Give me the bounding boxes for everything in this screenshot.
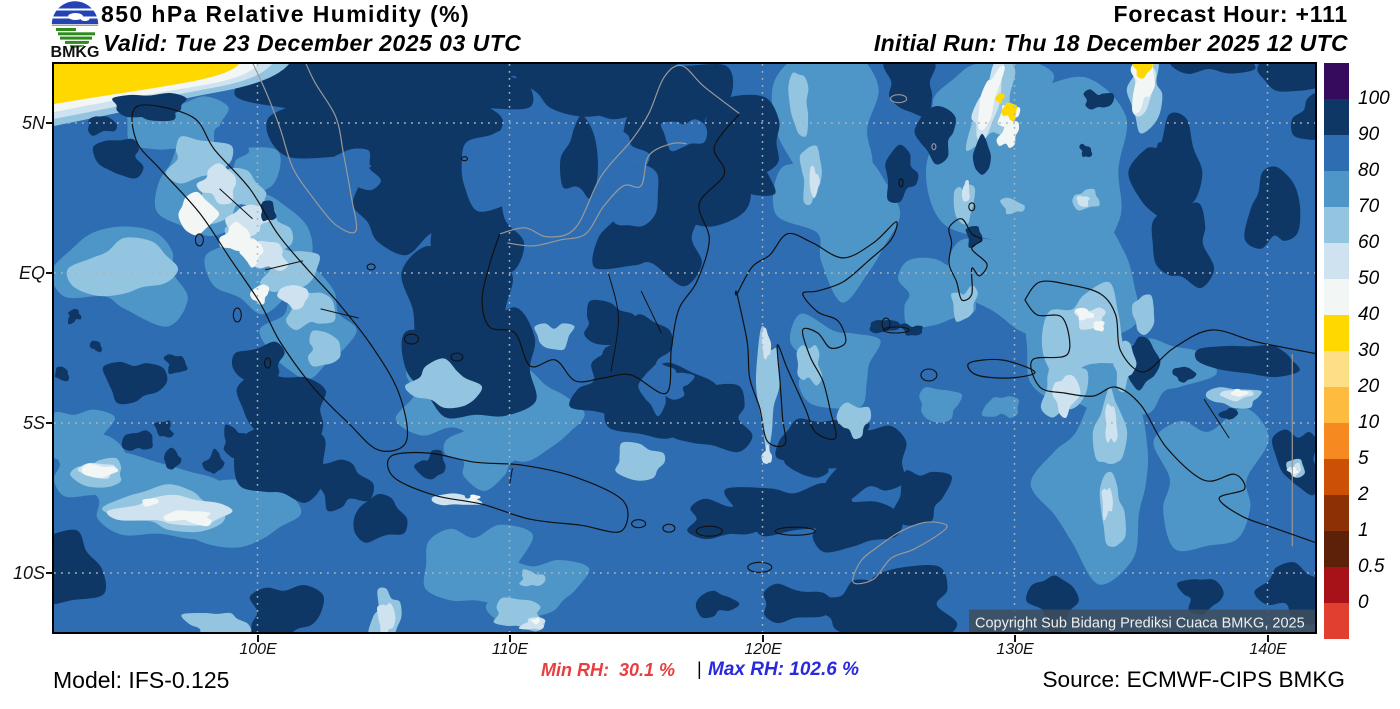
svg-text:Copyright Sub Bidang Prediksi: Copyright Sub Bidang Prediksi Cuaca BMKG… [975,615,1305,631]
